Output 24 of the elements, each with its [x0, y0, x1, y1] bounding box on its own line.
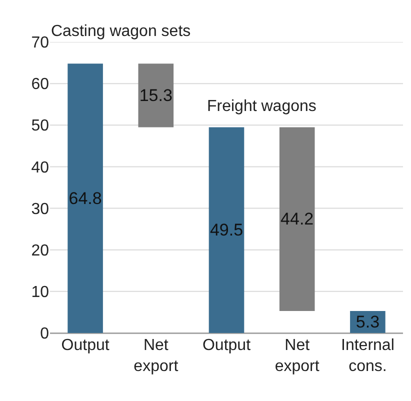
y-tick-label: 70 [31, 34, 50, 52]
data-label: 5.3 [356, 312, 380, 332]
y-tick-label: 50 [31, 118, 50, 135]
x-tick-label: Output [202, 337, 252, 354]
bar [279, 127, 315, 311]
bar [138, 64, 174, 128]
x-tick-label: Internal cons. [341, 337, 394, 375]
text: Casting wagon sets [51, 23, 191, 40]
data-label: 49.5 [210, 220, 244, 240]
y-tick-label: 60 [31, 76, 50, 94]
bar [68, 64, 103, 333]
x-tick-label: Net export [274, 337, 320, 375]
bar [208, 127, 244, 333]
x-tick-label: Net export [134, 337, 179, 375]
y-tick-label: 0 [40, 326, 50, 343]
y-tick-label: 40 [31, 159, 50, 176]
data-label: 64.8 [68, 188, 102, 208]
y-tick-label: 30 [31, 200, 50, 218]
data-label: 44.2 [280, 210, 314, 229]
data-label: 15.3 [139, 86, 172, 105]
x-tick-label: Output [61, 337, 110, 354]
annotation: Freight wagons [207, 98, 316, 115]
y-tick-label: 20 [31, 242, 50, 260]
y-tick-label: 10 [31, 284, 50, 302]
